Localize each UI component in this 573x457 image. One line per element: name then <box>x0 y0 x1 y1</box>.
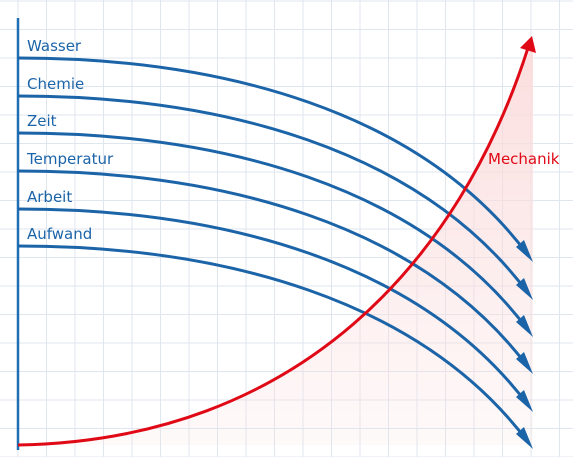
mechanik-shaded-area <box>20 40 533 445</box>
label-aufwand: Aufwand <box>27 225 92 243</box>
curve-mechanik <box>17 47 530 447</box>
curve-wasser <box>17 56 530 256</box>
arrowhead-mechanik <box>520 36 536 53</box>
arrowhead-zeit <box>516 315 533 337</box>
arrowhead-chemie <box>516 278 533 300</box>
label-zeit: Zeit <box>27 112 57 130</box>
arrowhead-wasser <box>516 240 533 262</box>
curve-chemie <box>17 94 530 294</box>
label-wasser: Wasser <box>27 37 82 55</box>
arrowhead-arbeit <box>516 390 533 412</box>
curve-aufwand <box>17 244 530 443</box>
label-chemie: Chemie <box>27 75 84 93</box>
label-mechanik: Mechanik <box>488 150 560 168</box>
arrowhead-aufwand <box>516 427 533 449</box>
curve-temperatur <box>17 169 530 368</box>
label-arbeit: Arbeit <box>27 188 72 206</box>
blue-curves-group <box>17 56 533 449</box>
label-temperatur: Temperatur <box>26 150 114 168</box>
curve-zeit <box>17 131 530 331</box>
curve-arbeit <box>17 207 530 406</box>
arrowhead-temperatur <box>516 352 533 374</box>
